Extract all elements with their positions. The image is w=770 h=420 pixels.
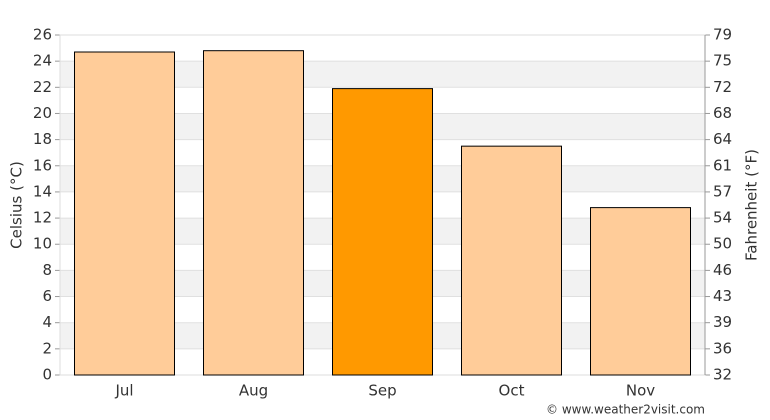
- y-tick-label: 24: [33, 52, 52, 70]
- y-tick-label: 20: [33, 104, 52, 122]
- y2-tick-label: 64: [713, 130, 732, 148]
- x-tick-label: Jul: [114, 382, 133, 400]
- credit: © www.weather2visit.com: [546, 403, 705, 417]
- y-tick-label: 22: [33, 78, 52, 96]
- y-tick-label: 6: [42, 287, 52, 305]
- y2-tick-label: 75: [713, 52, 732, 70]
- y2-tick-label: 54: [713, 209, 732, 227]
- y-tick-label: 18: [33, 130, 52, 148]
- x-tick-label: Aug: [239, 382, 268, 400]
- y-tick-label: 4: [42, 313, 52, 331]
- y2-tick-label: 43: [713, 287, 732, 305]
- bar: [332, 88, 433, 376]
- bar: [461, 145, 562, 376]
- bar: [590, 207, 691, 376]
- y-tick-label: 26: [33, 26, 52, 44]
- y2-tick-label: 61: [713, 156, 732, 174]
- y2-tick-label: 79: [713, 26, 732, 44]
- y-tick-label: 12: [33, 209, 52, 227]
- y2-axis-label: Fahrenheit (°F): [743, 149, 761, 261]
- y2-tick-label: 72: [713, 78, 732, 96]
- y-tick-label: 0: [42, 366, 52, 384]
- x-tick-label: Oct: [499, 382, 525, 400]
- y2-tick-label: 46: [713, 261, 732, 279]
- y2-tick-label: 36: [713, 339, 732, 357]
- y-tick-label: 2: [42, 339, 52, 357]
- y-axis-label: Celsius (°C): [8, 161, 26, 249]
- y-tick-label: 8: [42, 261, 52, 279]
- bar: [203, 50, 304, 376]
- y2-tick-label: 32: [713, 366, 732, 384]
- y2-tick-label: 68: [713, 104, 732, 122]
- y-tick-label: 10: [33, 235, 52, 253]
- bar: [74, 51, 175, 376]
- y-tick-label: 14: [33, 182, 52, 200]
- y2-tick-label: 50: [713, 235, 732, 253]
- y2-tick-label: 39: [713, 313, 732, 331]
- y-tick-label: 16: [33, 156, 52, 174]
- x-tick-label: Sep: [368, 382, 396, 400]
- x-tick-label: Nov: [626, 382, 655, 400]
- y2-tick-label: 57: [713, 182, 732, 200]
